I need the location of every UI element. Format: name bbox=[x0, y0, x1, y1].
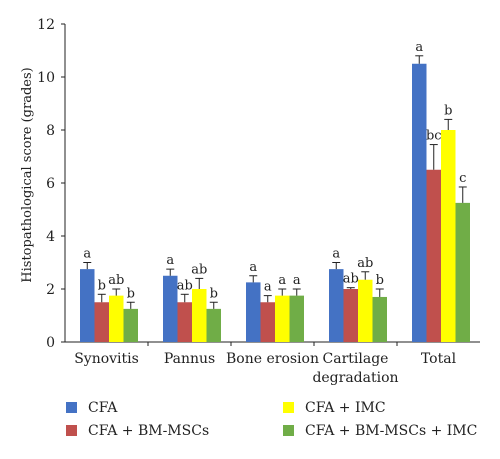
bar bbox=[343, 289, 358, 342]
legend: CFA CFA + IMC CFA + BM-MSCs CFA + BM-MSCs +… bbox=[66, 400, 477, 439]
legend-swatch bbox=[66, 425, 77, 436]
legend-label: CFA + BM-MSCs bbox=[88, 423, 209, 439]
legend-swatch bbox=[283, 402, 294, 413]
significance-letter: b bbox=[376, 273, 384, 288]
x-category-label: Synovitis bbox=[74, 351, 139, 367]
y-tick-label: 2 bbox=[46, 282, 55, 298]
bar bbox=[94, 302, 109, 342]
bar bbox=[455, 202, 470, 342]
y-tick-label: 4 bbox=[46, 229, 55, 245]
bar bbox=[80, 269, 95, 342]
significance-letter: b bbox=[98, 278, 106, 293]
x-category-label: degradation bbox=[312, 370, 398, 386]
significance-letter: a bbox=[83, 247, 91, 262]
significance-letter: ab bbox=[108, 273, 124, 288]
x-category-label: Total bbox=[421, 351, 457, 367]
x-category-label: Bone erosion bbox=[226, 351, 319, 367]
significance-letter: a bbox=[332, 247, 340, 262]
bar bbox=[177, 302, 192, 342]
bar bbox=[275, 295, 290, 342]
significance-letter: c bbox=[459, 171, 466, 186]
legend-swatch bbox=[66, 402, 77, 413]
bar bbox=[358, 279, 373, 342]
significance-letter: ab bbox=[177, 278, 193, 293]
significance-letter: a bbox=[278, 273, 286, 288]
bars bbox=[80, 63, 470, 342]
bar bbox=[372, 296, 387, 342]
bar bbox=[329, 269, 344, 342]
bar bbox=[246, 282, 261, 342]
category-labels: Synovitis Pannus Bone erosion Cartilage degr… bbox=[74, 351, 456, 386]
significance-letter: ab bbox=[191, 262, 207, 277]
legend-swatch bbox=[283, 425, 294, 436]
bar bbox=[441, 130, 456, 342]
y-axis-title: Histopathological score (grades) bbox=[20, 67, 35, 282]
significance-letter: a bbox=[249, 260, 257, 275]
significance-letter: a bbox=[293, 273, 301, 288]
legend-label: CFA + BM-MSCs + IMC bbox=[305, 423, 477, 439]
bar bbox=[109, 295, 124, 342]
bar bbox=[163, 275, 178, 342]
bar bbox=[123, 308, 138, 342]
y-tick-label: 8 bbox=[46, 123, 55, 139]
error-bars bbox=[83, 55, 467, 309]
significance-letter: a bbox=[166, 253, 174, 268]
bar bbox=[206, 308, 221, 342]
significance-letter: b bbox=[210, 286, 218, 301]
bar bbox=[260, 302, 275, 342]
x-category-label: Cartilage bbox=[323, 351, 389, 367]
y-tick-label: 10 bbox=[37, 70, 55, 86]
bar bbox=[426, 169, 441, 342]
y-tick-label: 12 bbox=[37, 17, 55, 33]
y-tick-label: 6 bbox=[46, 176, 55, 192]
significance-letter: a bbox=[264, 280, 272, 295]
legend-label: CFA bbox=[88, 400, 118, 416]
significance-letter: ab bbox=[357, 256, 373, 271]
bar bbox=[412, 63, 427, 342]
x-category-label: Pannus bbox=[164, 351, 215, 367]
y-tick-label: 0 bbox=[46, 335, 55, 351]
significance-letter: ab bbox=[343, 272, 359, 287]
significance-letter: a bbox=[415, 40, 423, 55]
significance-letter: b bbox=[127, 286, 135, 301]
bar bbox=[289, 295, 304, 342]
legend-label: CFA + IMC bbox=[305, 400, 386, 416]
significance-letter: bc bbox=[426, 129, 442, 144]
significance-letter: b bbox=[444, 103, 452, 118]
bar bbox=[192, 289, 207, 342]
